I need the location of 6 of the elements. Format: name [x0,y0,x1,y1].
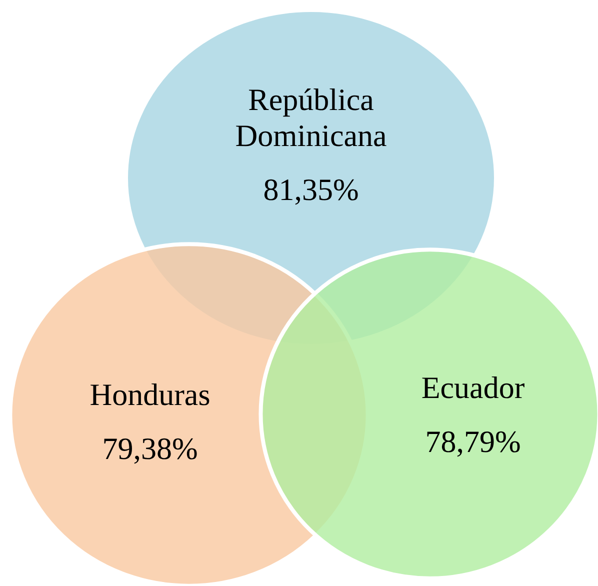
data-label: 78,79% [425,424,521,459]
data-label: 79,38% [102,431,198,466]
category-label: Ecuador [421,370,526,405]
category-label: República Dominicana [235,82,387,153]
category-label: Honduras [90,377,210,412]
data-label: 81,35% [263,172,359,207]
